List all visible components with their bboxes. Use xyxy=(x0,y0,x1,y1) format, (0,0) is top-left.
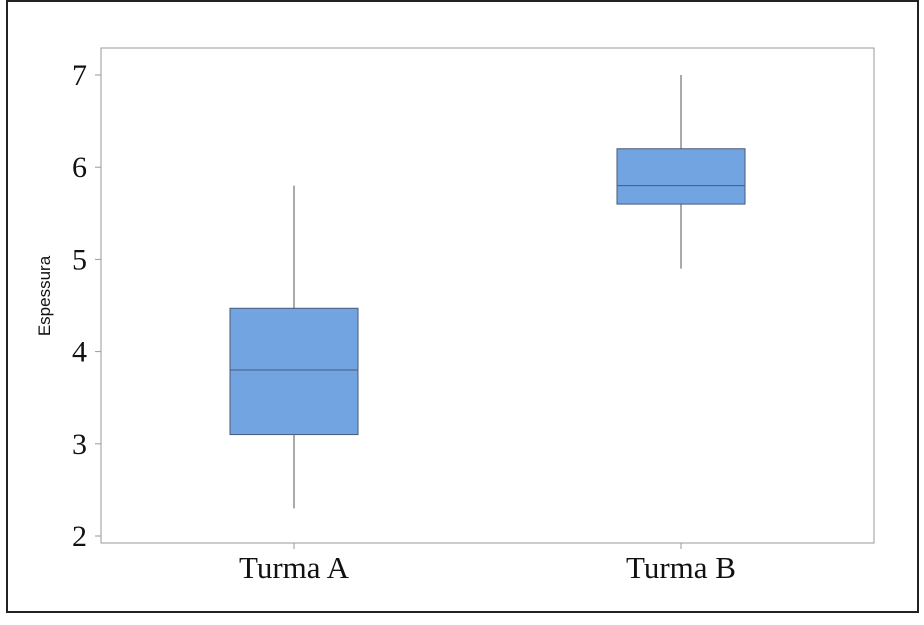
x-tick-label: Turma B xyxy=(626,550,736,585)
y-tick-label: 3 xyxy=(72,428,87,461)
y-tick-label: 2 xyxy=(72,520,87,553)
y-axis-label: Espessura xyxy=(35,255,54,336)
plot-area-border xyxy=(100,47,875,544)
box-group-turma-b xyxy=(616,75,746,269)
iqr-box xyxy=(229,307,359,436)
box-group-turma-a xyxy=(229,185,359,509)
y-tick-label: 5 xyxy=(72,243,87,276)
y-tick-label: 7 xyxy=(72,59,87,92)
iqr-box xyxy=(616,148,746,205)
y-tick-label: 4 xyxy=(72,336,87,369)
figure-frame xyxy=(6,0,919,613)
y-tick-label: 6 xyxy=(72,151,87,184)
x-tick-label: Turma A xyxy=(239,550,350,585)
